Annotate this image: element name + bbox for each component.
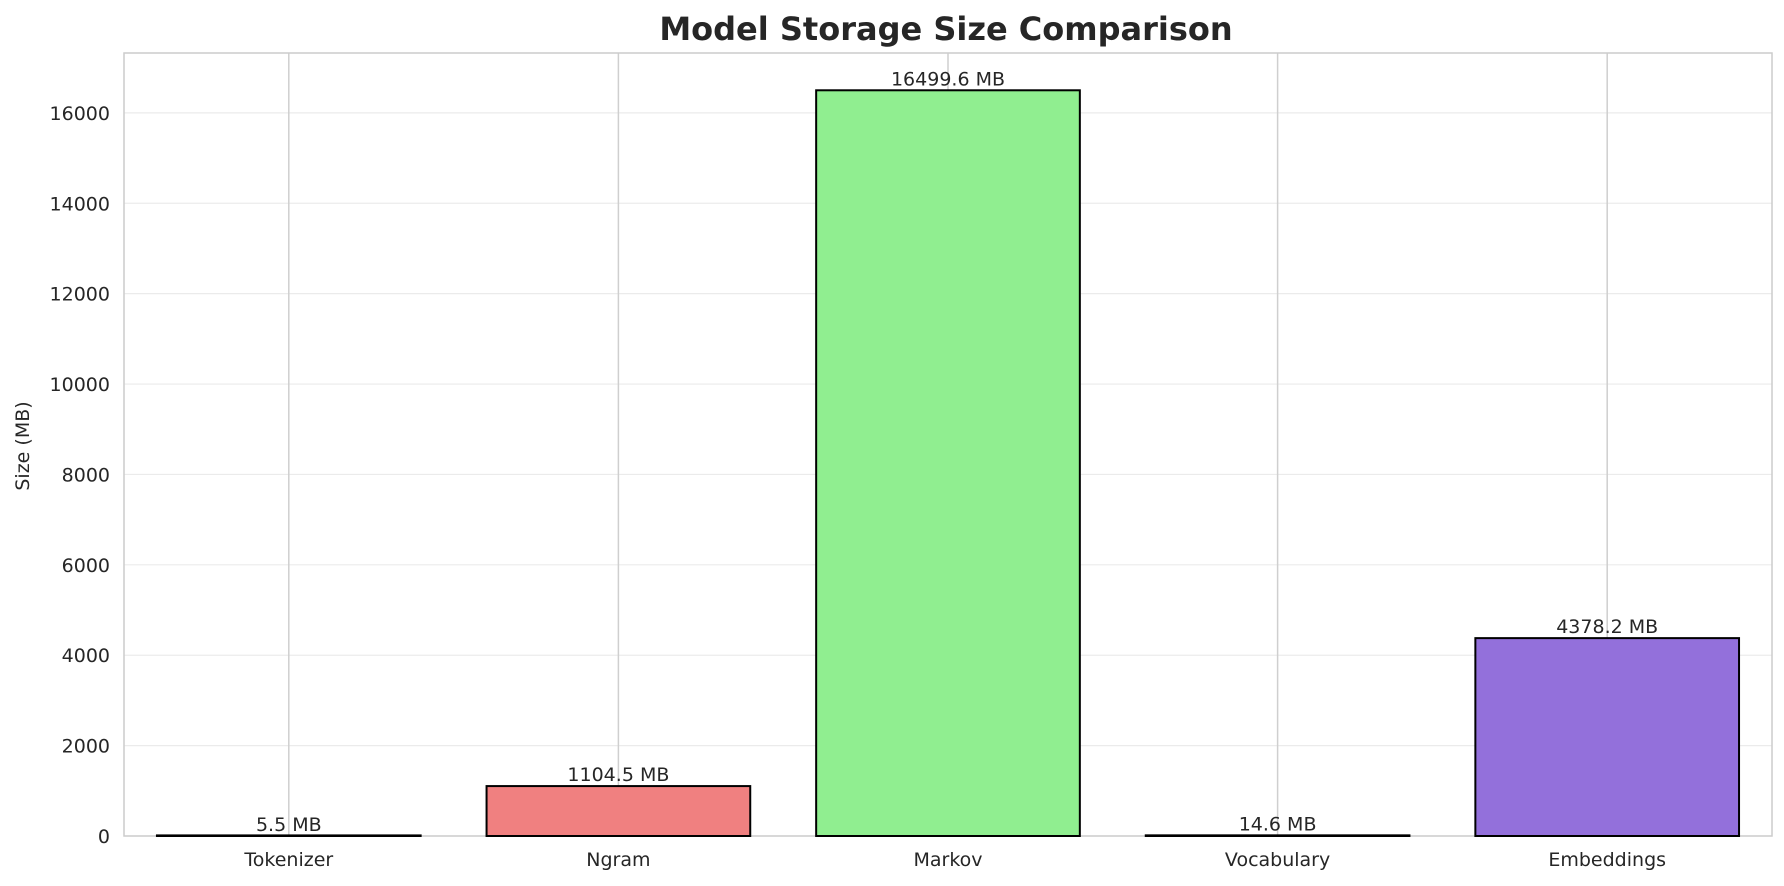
x-tick-label: Tokenizer <box>243 849 333 871</box>
y-tick-label: 10000 <box>50 374 110 396</box>
y-tick-label: 8000 <box>62 464 110 486</box>
y-tick-label: 14000 <box>50 193 110 215</box>
data-label-ngram: 1104.5 MB <box>567 764 669 786</box>
data-label-tokenizer: 5.5 MB <box>256 814 322 836</box>
chart-title: Model Storage Size Comparison <box>659 10 1232 48</box>
data-labels: 5.5 MB 1104.5 MB 16499.6 MB 14.6 MB 4378.2 M… <box>256 68 1658 835</box>
y-tick-label: 6000 <box>62 555 110 577</box>
data-label-embeddings: 4378.2 MB <box>1556 616 1658 638</box>
bar-ngram <box>485 785 752 837</box>
x-tick-label: Ngram <box>586 849 650 871</box>
bars <box>155 89 1741 838</box>
x-tick-label: Embeddings <box>1548 849 1666 871</box>
y-tick-label: 0 <box>98 826 110 848</box>
bar-embeddings <box>1474 637 1741 837</box>
x-tick-label: Markov <box>913 849 982 871</box>
y-tick-label: 4000 <box>62 645 110 667</box>
axis-ticks: 0 2000 4000 6000 8000 10000 12000 14000 16000 Tok… <box>50 103 1666 871</box>
bar-markov <box>815 89 1081 838</box>
data-label-vocabulary: 14.6 MB <box>1239 813 1317 835</box>
bar-tokenizer <box>155 834 422 838</box>
bar-vocabulary <box>1144 834 1411 838</box>
y-axis-label: Size (MB) <box>12 401 34 490</box>
x-tick-label: Vocabulary <box>1225 849 1330 871</box>
y-tick-label: 12000 <box>50 284 110 306</box>
y-tick-label: 2000 <box>62 736 110 758</box>
data-label-markov: 16499.6 MB <box>891 68 1005 90</box>
y-tick-label: 16000 <box>50 103 110 125</box>
